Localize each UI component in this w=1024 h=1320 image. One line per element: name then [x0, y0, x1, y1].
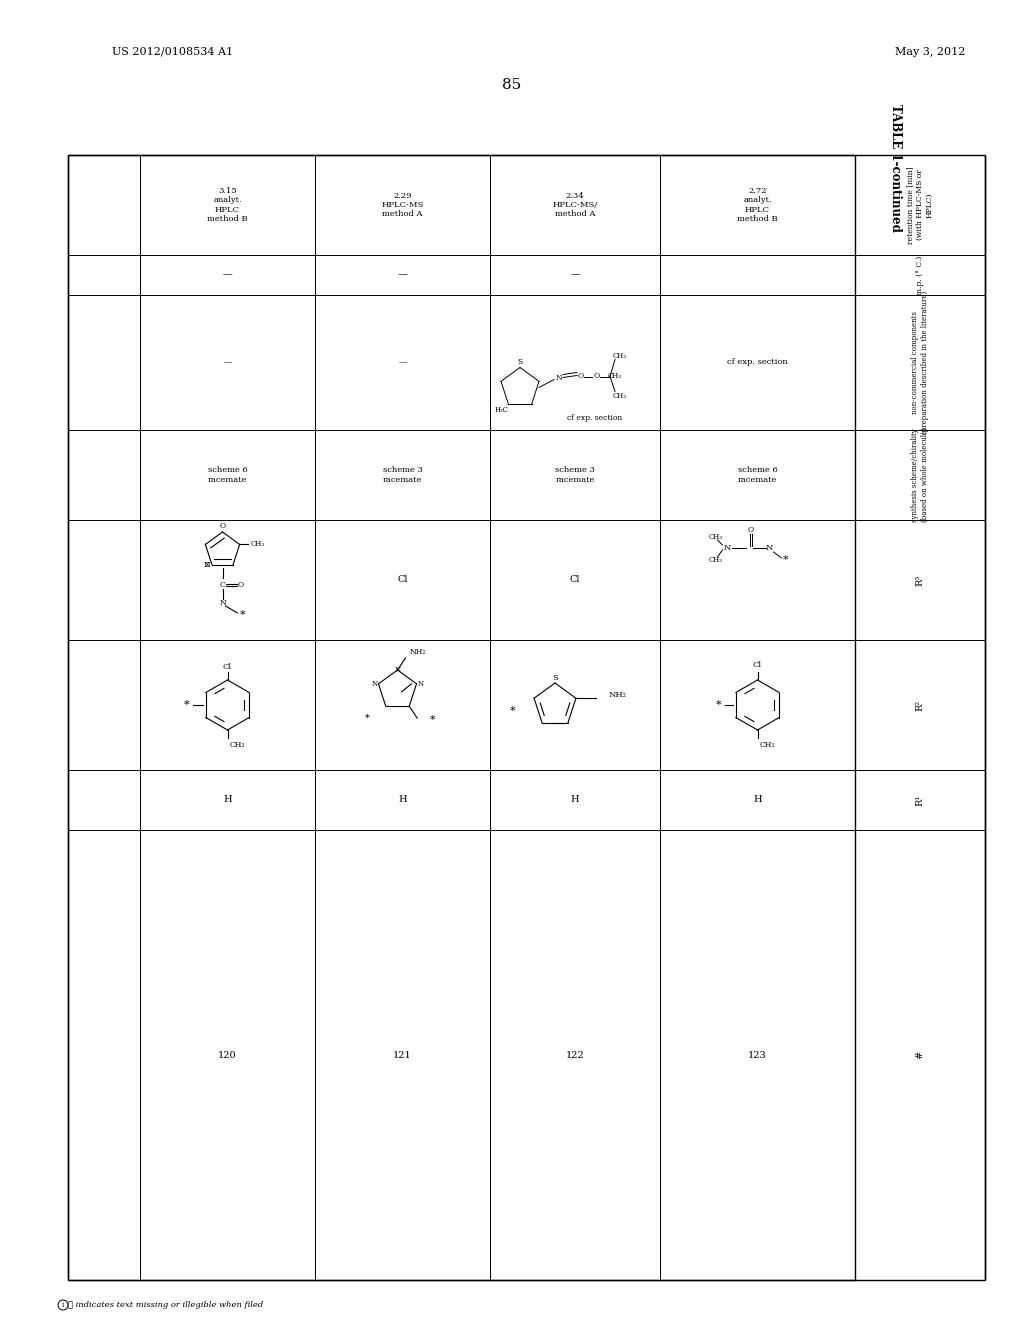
- Text: S: S: [552, 675, 558, 682]
- Text: *: *: [510, 706, 516, 715]
- Text: O: O: [748, 525, 754, 535]
- Text: N: N: [204, 561, 210, 569]
- Text: R²: R²: [915, 700, 925, 710]
- Text: CH₃: CH₃: [709, 556, 723, 564]
- Text: CH₃: CH₃: [229, 741, 245, 748]
- Text: O: O: [238, 581, 244, 589]
- Text: *: *: [183, 700, 189, 710]
- Text: 2.29
HPLC-MS
method A: 2.29 HPLC-MS method A: [381, 191, 424, 218]
- Text: #: #: [915, 1051, 925, 1059]
- Text: non-commercial components
(preparation described in the literature): non-commercial components (preparation d…: [911, 290, 929, 434]
- Text: retention time [min]
(with HPLC-MS or
HPLC): retention time [min] (with HPLC-MS or HP…: [907, 166, 933, 244]
- Text: 2.34
HPLC-MS/
method A: 2.34 HPLC-MS/ method A: [552, 191, 598, 218]
- Text: O: O: [219, 521, 225, 531]
- Text: scheme 3
racemate: scheme 3 racemate: [555, 466, 595, 483]
- Text: —: —: [397, 271, 408, 280]
- Text: ⓘ indicates text missing or illegible when filed: ⓘ indicates text missing or illegible wh…: [68, 1302, 263, 1309]
- Text: CH₃: CH₃: [709, 533, 723, 541]
- Text: cf exp. section: cf exp. section: [567, 413, 623, 421]
- Text: synthesis scheme/chirality
(based on whole molecule): synthesis scheme/chirality (based on who…: [911, 428, 929, 523]
- Text: N: N: [766, 544, 773, 552]
- Text: N: N: [219, 599, 226, 607]
- Text: *: *: [782, 554, 788, 565]
- Text: N: N: [394, 667, 400, 675]
- Text: 120: 120: [218, 1051, 237, 1060]
- Text: 3.15
analyt.
HPLC
method B: 3.15 analyt. HPLC method B: [207, 187, 248, 223]
- Text: i: i: [61, 1302, 65, 1309]
- Text: N: N: [556, 374, 562, 381]
- Text: TABLE 1-continued: TABLE 1-continued: [889, 104, 901, 232]
- Text: —: —: [222, 271, 232, 280]
- Text: C: C: [219, 581, 225, 589]
- Text: R¹: R¹: [915, 795, 925, 805]
- Text: m.p. (° C.): m.p. (° C.): [916, 255, 924, 294]
- Text: —: —: [223, 359, 231, 367]
- Text: Cl: Cl: [569, 576, 581, 585]
- Text: *: *: [240, 610, 246, 620]
- Text: CH₃: CH₃: [608, 371, 622, 380]
- Text: cf exp. section: cf exp. section: [727, 359, 787, 367]
- Text: 121: 121: [393, 1051, 412, 1060]
- Text: May 3, 2012: May 3, 2012: [895, 48, 966, 57]
- Text: —: —: [398, 359, 407, 367]
- Text: scheme 6
racemate: scheme 6 racemate: [208, 466, 248, 483]
- Text: H: H: [570, 796, 580, 804]
- Text: S: S: [517, 359, 522, 367]
- Text: —: —: [570, 271, 580, 280]
- Text: H: H: [223, 796, 231, 804]
- Text: CH₃: CH₃: [760, 741, 775, 748]
- Text: *: *: [430, 715, 435, 725]
- Text: US 2012/0108534 A1: US 2012/0108534 A1: [112, 48, 233, 57]
- Text: Z: Z: [205, 561, 209, 569]
- Text: CH₃: CH₃: [251, 540, 264, 548]
- Text: 122: 122: [565, 1051, 585, 1060]
- Text: *: *: [716, 700, 721, 710]
- Text: R³: R³: [915, 574, 925, 586]
- Text: Cl: Cl: [397, 576, 408, 585]
- Text: Cl: Cl: [753, 661, 762, 669]
- Text: NH₂: NH₂: [410, 648, 426, 656]
- Text: N: N: [724, 544, 731, 552]
- Text: scheme 3
racemate: scheme 3 racemate: [383, 466, 423, 483]
- Text: *: *: [366, 714, 370, 722]
- Text: H: H: [398, 796, 407, 804]
- Text: H: H: [754, 796, 762, 804]
- Text: 123: 123: [749, 1051, 767, 1060]
- Text: O: O: [594, 371, 600, 380]
- Text: CH₃: CH₃: [613, 392, 627, 400]
- Text: 85: 85: [503, 78, 521, 92]
- Text: N: N: [372, 680, 378, 688]
- Text: scheme 6
racemate: scheme 6 racemate: [737, 466, 777, 483]
- Text: CH₃: CH₃: [613, 351, 627, 359]
- Text: NH₂: NH₂: [609, 690, 627, 700]
- Text: Cl: Cl: [223, 663, 232, 671]
- Text: 2.72
analyt.
HPLC
method B: 2.72 analyt. HPLC method B: [737, 187, 778, 223]
- Text: O: O: [578, 371, 584, 380]
- Text: N: N: [418, 680, 424, 688]
- Text: H₃C: H₃C: [495, 405, 509, 413]
